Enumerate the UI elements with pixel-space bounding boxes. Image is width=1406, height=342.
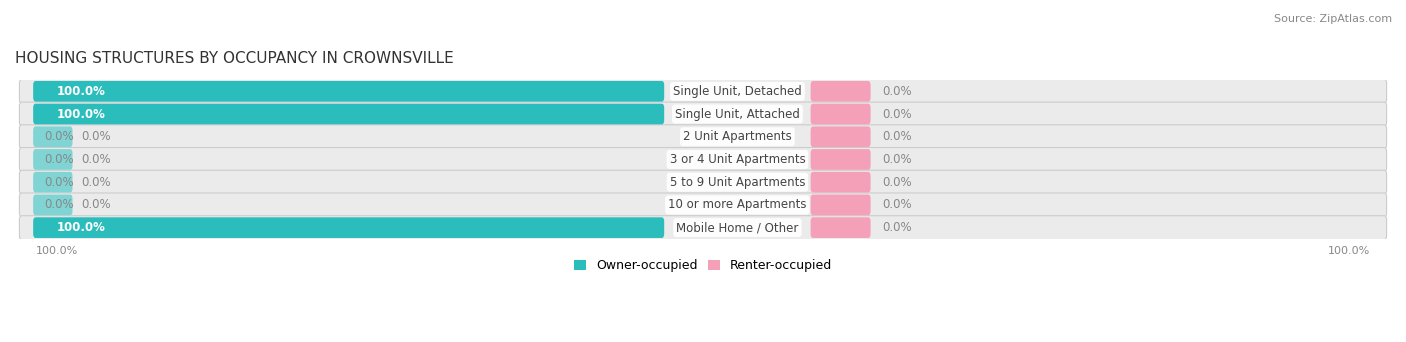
Text: Source: ZipAtlas.com: Source: ZipAtlas.com <box>1274 14 1392 24</box>
FancyBboxPatch shape <box>34 195 73 215</box>
Text: 0.0%: 0.0% <box>45 130 75 143</box>
Text: Single Unit, Attached: Single Unit, Attached <box>675 107 800 120</box>
Text: 100.0%: 100.0% <box>56 107 105 120</box>
FancyBboxPatch shape <box>811 149 870 170</box>
FancyBboxPatch shape <box>34 81 664 102</box>
Text: Mobile Home / Other: Mobile Home / Other <box>676 221 799 234</box>
FancyBboxPatch shape <box>20 193 1386 217</box>
Legend: Owner-occupied, Renter-occupied: Owner-occupied, Renter-occupied <box>568 254 838 277</box>
FancyBboxPatch shape <box>811 195 870 215</box>
FancyBboxPatch shape <box>20 125 1386 149</box>
Text: 0.0%: 0.0% <box>882 107 911 120</box>
Text: 0.0%: 0.0% <box>82 130 111 143</box>
FancyBboxPatch shape <box>34 104 664 124</box>
FancyBboxPatch shape <box>811 127 870 147</box>
Text: 10 or more Apartments: 10 or more Apartments <box>668 198 807 211</box>
Text: 100.0%: 100.0% <box>56 85 105 98</box>
FancyBboxPatch shape <box>20 170 1386 194</box>
Text: 0.0%: 0.0% <box>82 153 111 166</box>
FancyBboxPatch shape <box>34 127 73 147</box>
Text: Single Unit, Detached: Single Unit, Detached <box>673 85 801 98</box>
Text: 0.0%: 0.0% <box>882 153 911 166</box>
Text: 100.0%: 100.0% <box>1329 246 1371 256</box>
Text: 0.0%: 0.0% <box>45 198 75 211</box>
Text: 0.0%: 0.0% <box>882 176 911 189</box>
Text: 5 to 9 Unit Apartments: 5 to 9 Unit Apartments <box>669 176 806 189</box>
Text: 0.0%: 0.0% <box>882 198 911 211</box>
FancyBboxPatch shape <box>20 147 1386 171</box>
FancyBboxPatch shape <box>34 217 664 238</box>
FancyBboxPatch shape <box>20 216 1386 239</box>
FancyBboxPatch shape <box>20 79 1386 103</box>
Text: 100.0%: 100.0% <box>35 246 77 256</box>
Text: 0.0%: 0.0% <box>82 176 111 189</box>
Text: 0.0%: 0.0% <box>882 130 911 143</box>
FancyBboxPatch shape <box>811 172 870 193</box>
Text: 0.0%: 0.0% <box>45 176 75 189</box>
Text: 0.0%: 0.0% <box>882 85 911 98</box>
FancyBboxPatch shape <box>811 104 870 124</box>
Text: 2 Unit Apartments: 2 Unit Apartments <box>683 130 792 143</box>
FancyBboxPatch shape <box>811 81 870 102</box>
Text: 3 or 4 Unit Apartments: 3 or 4 Unit Apartments <box>669 153 806 166</box>
FancyBboxPatch shape <box>811 217 870 238</box>
Text: 0.0%: 0.0% <box>882 221 911 234</box>
Text: 0.0%: 0.0% <box>82 198 111 211</box>
Text: HOUSING STRUCTURES BY OCCUPANCY IN CROWNSVILLE: HOUSING STRUCTURES BY OCCUPANCY IN CROWN… <box>15 51 454 66</box>
Text: 0.0%: 0.0% <box>45 153 75 166</box>
FancyBboxPatch shape <box>34 149 73 170</box>
Text: 100.0%: 100.0% <box>56 221 105 234</box>
FancyBboxPatch shape <box>34 172 73 193</box>
FancyBboxPatch shape <box>20 102 1386 126</box>
